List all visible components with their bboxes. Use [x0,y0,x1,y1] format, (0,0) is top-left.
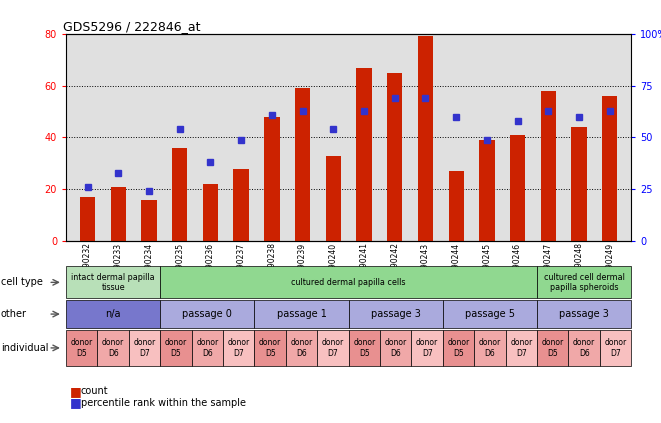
Text: ■: ■ [69,385,81,398]
Text: donor
D7: donor D7 [604,338,627,357]
Bar [233,169,249,241]
Text: donor
D7: donor D7 [510,338,533,357]
Bar [418,36,433,241]
Bar [571,127,587,241]
Text: donor
D7: donor D7 [134,338,156,357]
Text: donor
D7: donor D7 [227,338,250,357]
Text: donor
D5: donor D5 [71,338,93,357]
Text: donor
D5: donor D5 [447,338,470,357]
Bar [295,88,310,241]
Bar [172,148,188,241]
Bar [510,135,525,241]
Text: donor
D7: donor D7 [416,338,438,357]
Text: cultured cell dermal
papilla spheroids: cultured cell dermal papilla spheroids [544,273,625,292]
Text: donor
D5: donor D5 [259,338,282,357]
Text: donor
D5: donor D5 [541,338,564,357]
Text: passage 0: passage 0 [182,309,232,319]
Text: individual: individual [1,343,48,353]
Bar [141,200,157,241]
Bar [387,73,403,241]
Text: other: other [1,309,26,319]
Bar [264,117,280,241]
Text: donor
D6: donor D6 [385,338,407,357]
Bar [326,156,341,241]
Bar [110,187,126,241]
Text: passage 5: passage 5 [465,309,515,319]
Bar [80,197,95,241]
Text: donor
D6: donor D6 [573,338,596,357]
Bar [203,184,218,241]
Text: donor
D6: donor D6 [102,338,124,357]
Text: donor
D6: donor D6 [479,338,501,357]
Text: donor
D5: donor D5 [165,338,187,357]
Text: cultured dermal papilla cells: cultured dermal papilla cells [292,278,406,287]
Text: count: count [81,386,108,396]
Text: n/a: n/a [106,309,121,319]
Text: GDS5296 / 222846_at: GDS5296 / 222846_at [63,20,201,33]
Text: donor
D5: donor D5 [353,338,375,357]
Text: cell type: cell type [1,277,42,287]
Text: passage 1: passage 1 [277,309,327,319]
Text: intact dermal papilla
tissue: intact dermal papilla tissue [71,273,155,292]
Text: ■: ■ [69,396,81,409]
Bar [479,140,494,241]
Text: donor
D6: donor D6 [196,338,219,357]
Text: donor
D7: donor D7 [322,338,344,357]
Text: passage 3: passage 3 [559,309,609,319]
Bar [449,171,464,241]
Text: passage 3: passage 3 [371,309,420,319]
Text: percentile rank within the sample: percentile rank within the sample [81,398,246,408]
Bar [602,96,617,241]
Bar [356,68,371,241]
Bar [541,91,556,241]
Text: donor
D6: donor D6 [290,338,313,357]
